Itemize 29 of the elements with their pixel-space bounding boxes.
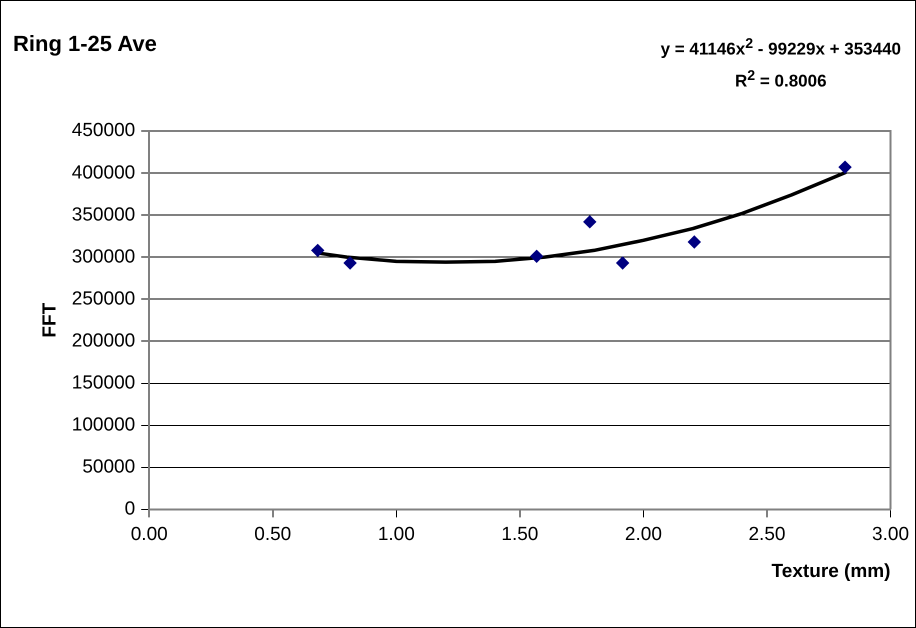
text: R$^{2}$ = 0.8006 [734, 66, 828, 92]
point [583, 215, 596, 228]
x-tick-label: 2.50 [748, 524, 786, 546]
y-tick-label: 0 [124, 498, 136, 520]
y-tick-label: 450000 [72, 120, 136, 142]
y-tick-label: 100000 [72, 414, 136, 436]
point [344, 256, 357, 270]
chart-title: Ring 1-25 Ave [13, 31, 157, 57]
y-tick-label: 300000 [72, 246, 136, 268]
point [616, 256, 630, 270]
x-tick-label: 1.50 [501, 524, 538, 546]
y-axis-title: FFT [40, 302, 61, 338]
y-tick-label: 50000 [82, 456, 136, 478]
y-tick-label: 150000 [72, 372, 136, 394]
point [688, 236, 701, 248]
x-tick-label: 1.00 [378, 524, 415, 546]
x-tick-label: 2.00 [624, 524, 662, 546]
x-axis-title: Texture (mm) [772, 560, 891, 582]
x-tick-label: 0.50 [254, 524, 292, 546]
point [311, 244, 324, 257]
y-tick-label: 250000 [72, 288, 136, 310]
y-tick-label: 350000 [72, 204, 136, 226]
x-tick-label: 3.00 [872, 524, 909, 546]
text: y = 41146x$^{2}$ - 99229x + 353440 [660, 35, 901, 61]
x-tick-label: 0.00 [130, 524, 168, 546]
y-tick-label: 200000 [72, 330, 136, 352]
point [530, 250, 544, 263]
point [838, 160, 852, 174]
y-tick-label: 400000 [72, 162, 136, 184]
